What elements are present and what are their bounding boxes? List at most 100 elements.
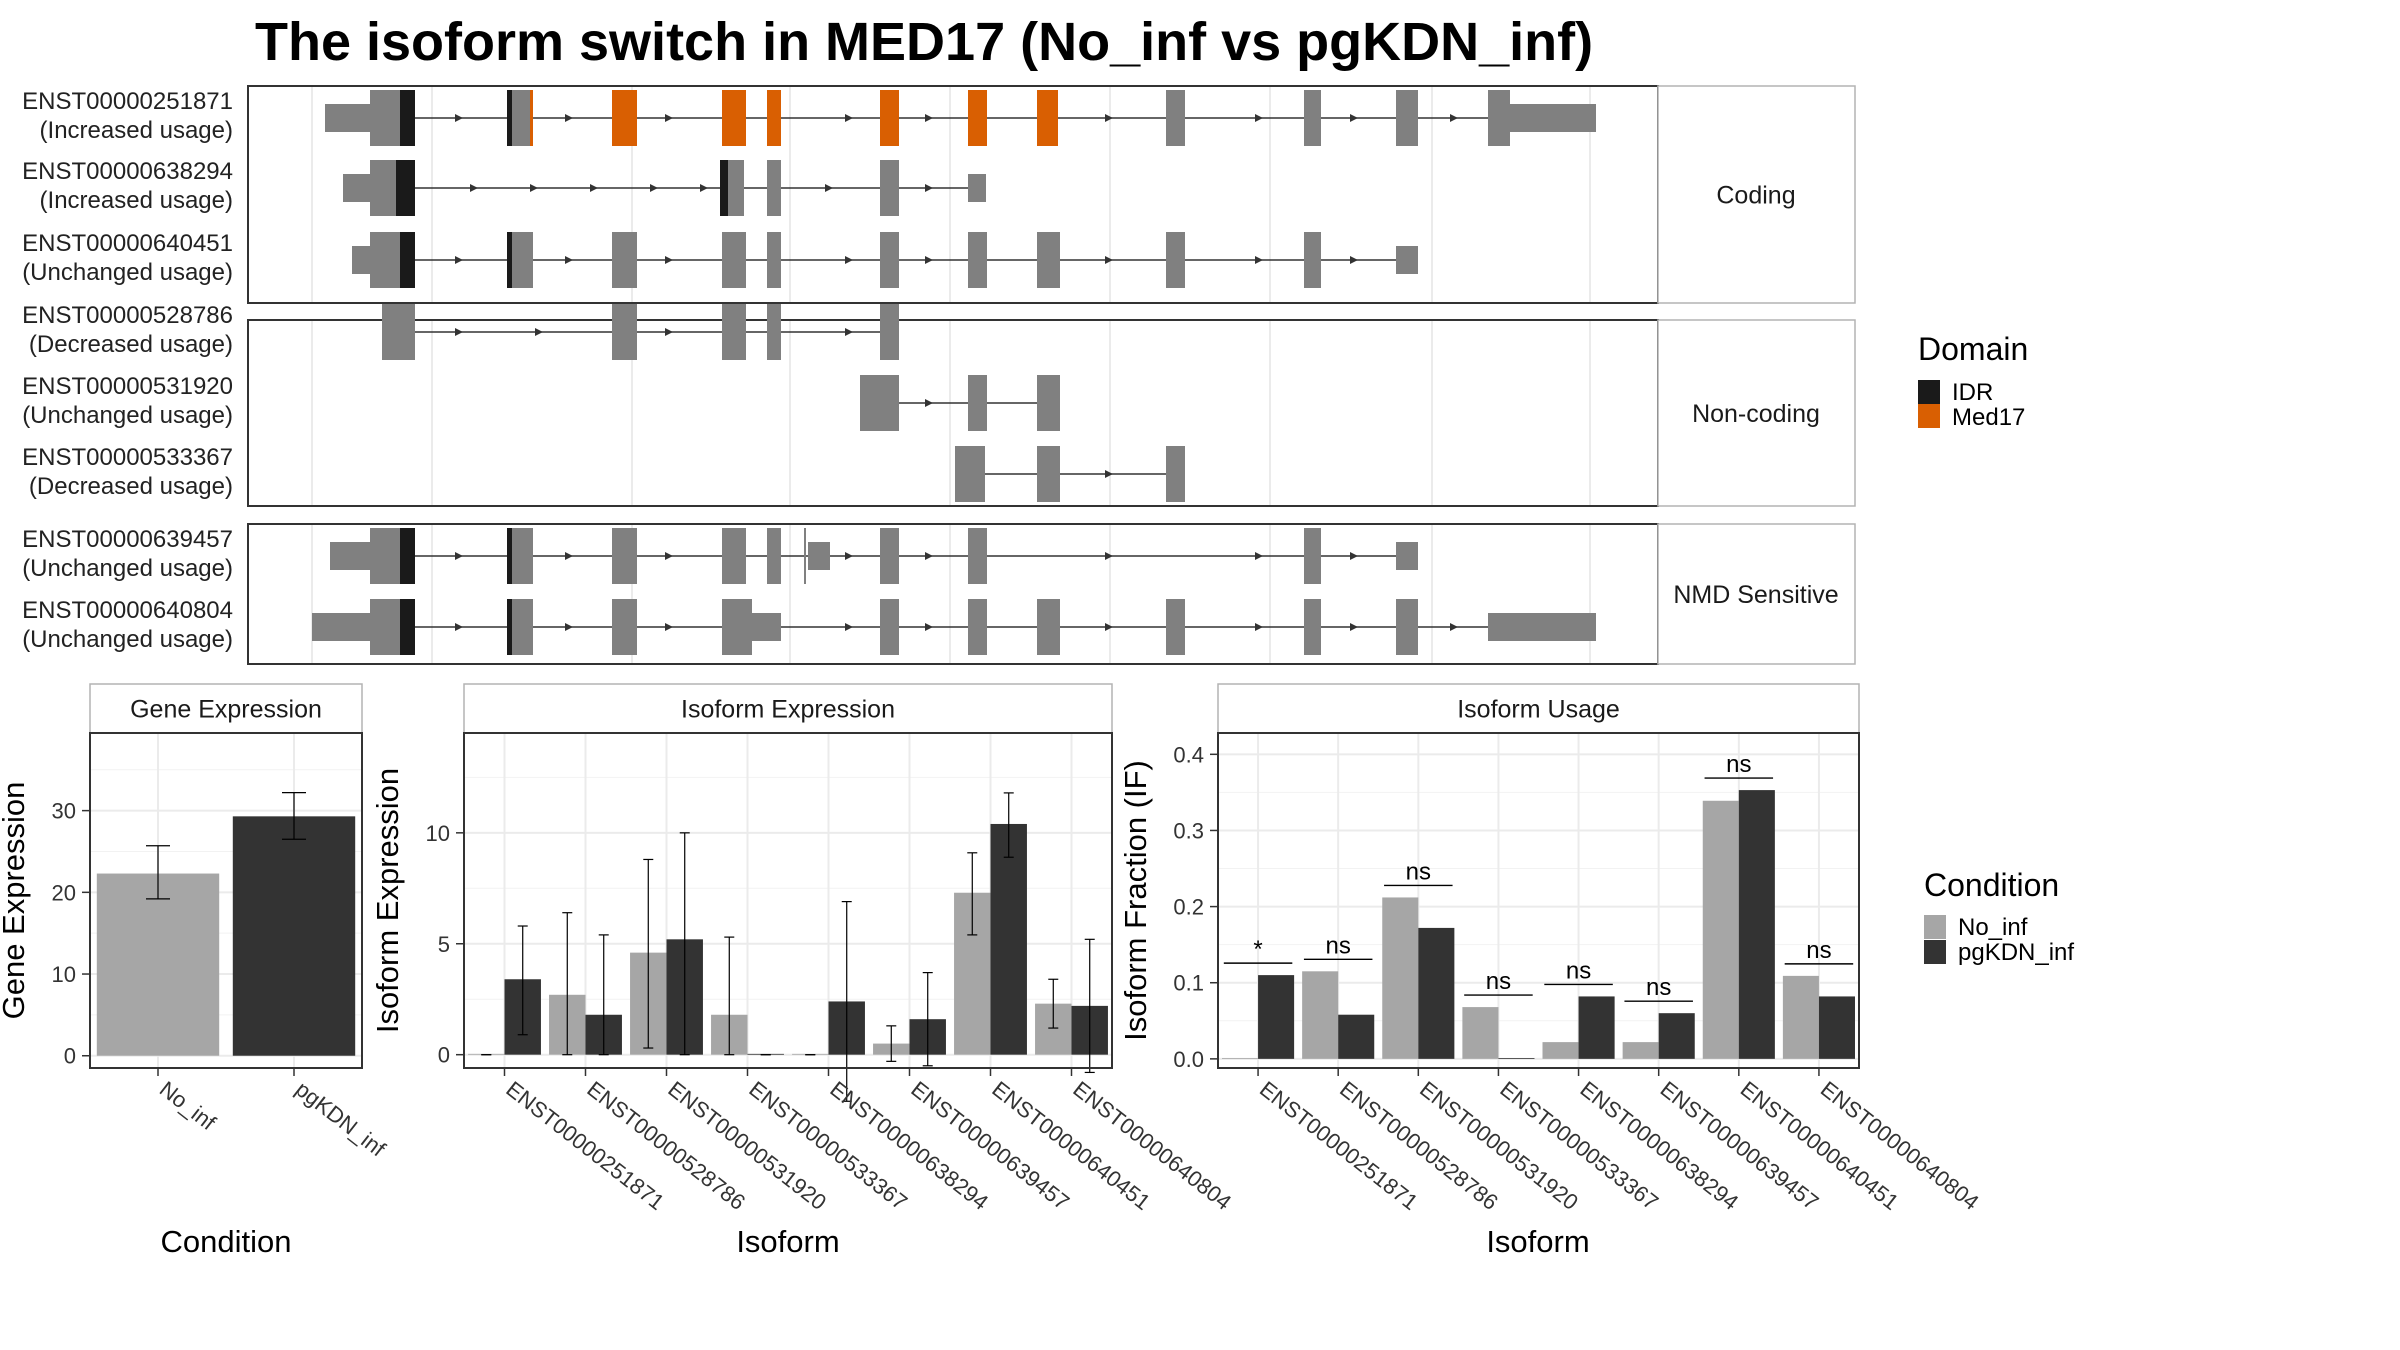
- bar: [1578, 996, 1615, 1059]
- exon-cds: [880, 599, 899, 655]
- transcript-id: ENST00000640451: [22, 230, 233, 257]
- transcript-usage: (Unchanged usage): [22, 402, 233, 429]
- y-axis-title: Gene Expression: [0, 782, 31, 1020]
- exon-cds: [1166, 90, 1185, 146]
- y-tick-label: 0.2: [1173, 895, 1204, 920]
- strand-arrow: [845, 552, 853, 560]
- strand-arrow: [825, 184, 833, 192]
- exon-cds: [370, 232, 400, 288]
- bar: [1622, 1042, 1659, 1059]
- strand-arrow: [1255, 256, 1263, 264]
- strand-arrow: [530, 184, 538, 192]
- transcript-usage: (Decreased usage): [29, 331, 233, 358]
- idr-domain: [507, 528, 512, 584]
- x-axis-title: Isoform: [1486, 1224, 1589, 1259]
- strand-arrow: [925, 256, 933, 264]
- exon-cds: [612, 304, 637, 360]
- bar-chart-2: Isoform Usage * ns ns ns ns ns ns ns 0.0 0.1 0.2 0.3…: [1118, 683, 1984, 1259]
- y-tick-label: 0.1: [1173, 971, 1204, 996]
- idr-domain: [507, 599, 512, 655]
- idr-domain: [507, 90, 512, 146]
- exon-cds: [370, 160, 396, 216]
- exon-cds: [880, 160, 899, 216]
- y-axis-title: Isoform Fraction (IF): [1118, 760, 1153, 1041]
- x-axis-title: Isoform: [736, 1224, 839, 1259]
- strand-arrow: [535, 328, 543, 336]
- exon-cds: [1166, 599, 1185, 655]
- legend-label-idr: IDR: [1952, 379, 1993, 406]
- strand-arrow: [565, 114, 573, 122]
- idr-domain: [507, 232, 512, 288]
- plot-border: [1217, 732, 1860, 1069]
- strand-arrow: [845, 256, 853, 264]
- strand-arrow: [455, 328, 463, 336]
- bar: [96, 873, 220, 1056]
- transcript-row: ENST00000640804(Unchanged usage): [22, 597, 1596, 655]
- strand-arrow: [925, 623, 933, 631]
- strand-arrow: [845, 328, 853, 336]
- idr-domain: [720, 160, 728, 216]
- exon-cds: [722, 528, 746, 584]
- panel-strip-label: Coding: [1716, 182, 1795, 210]
- strand-arrow: [1105, 114, 1113, 122]
- exon-cds: [512, 232, 533, 288]
- strand-arrow: [1105, 256, 1113, 264]
- exon-cds: [370, 528, 400, 584]
- transcript-row: ENST00000251871(Increased usage): [22, 88, 1596, 146]
- transcript-id: ENST00000638294: [22, 158, 233, 185]
- legend-swatch-no-inf: [1924, 915, 1946, 939]
- exon-cds: [370, 90, 400, 146]
- idr-domain: [396, 160, 415, 216]
- strand-arrow: [665, 114, 673, 122]
- domain-legend: Domain IDR Med17: [1918, 331, 2028, 431]
- idr-domain: [400, 232, 415, 288]
- exon-cds: [1037, 446, 1060, 502]
- med17-domain: [722, 90, 746, 146]
- strand-arrow: [565, 552, 573, 560]
- exon-cds: [1166, 232, 1185, 288]
- strand-arrow: [1350, 114, 1358, 122]
- strand-arrow: [1450, 114, 1458, 122]
- bar: [1418, 927, 1455, 1059]
- exon-cds: [512, 528, 533, 584]
- transcript-id: ENST00000640804: [22, 597, 233, 624]
- transcript-row: ENST00000639457(Unchanged usage): [22, 526, 1418, 584]
- bar: [1702, 800, 1739, 1059]
- exon-cds: [880, 232, 899, 288]
- bar: [1782, 975, 1819, 1059]
- strand-arrow: [700, 184, 708, 192]
- exon-cds: [370, 599, 400, 655]
- exon-utr: [752, 613, 781, 641]
- strand-arrow: [665, 552, 673, 560]
- bar: [1258, 975, 1295, 1059]
- gene-model: Coding ENST00000251871(Increased usage) EN…: [22, 85, 1856, 665]
- chart-panel-title: Gene Expression: [130, 696, 322, 724]
- strand-arrow: [565, 623, 573, 631]
- exon-cds: [1166, 446, 1185, 502]
- exon-cds: [804, 528, 806, 584]
- exon-utr: [1510, 104, 1596, 132]
- exon-cds: [880, 528, 899, 584]
- transcript-row: ENST00000528786(Decreased usage): [22, 302, 899, 360]
- panel-background: [248, 86, 1658, 303]
- exon-cds: [382, 304, 415, 360]
- strand-arrow: [925, 184, 933, 192]
- exon-utr: [312, 613, 370, 641]
- transcript-id: ENST00000639457: [22, 526, 233, 553]
- significance-label: ns: [1406, 858, 1431, 885]
- significance-label: ns: [1726, 751, 1751, 778]
- exon-cds: [880, 304, 899, 360]
- legend-label-med17: Med17: [1952, 404, 2025, 431]
- bar-chart-0: Gene Expression 0 10 20 30 No_inf pgKDN_inf Con…: [0, 683, 391, 1259]
- exon-cds: [767, 160, 781, 216]
- domain-legend-title: Domain: [1918, 331, 2028, 367]
- panel-strip-label: Non-coding: [1692, 400, 1820, 428]
- strand-arrow: [650, 184, 658, 192]
- x-axis-title: Condition: [161, 1224, 292, 1259]
- exon-utr: [968, 174, 986, 202]
- chart-strip: [463, 683, 1113, 734]
- strand-arrow: [565, 256, 573, 264]
- exon-cds: [1304, 90, 1321, 146]
- y-tick-label: 30: [52, 799, 76, 824]
